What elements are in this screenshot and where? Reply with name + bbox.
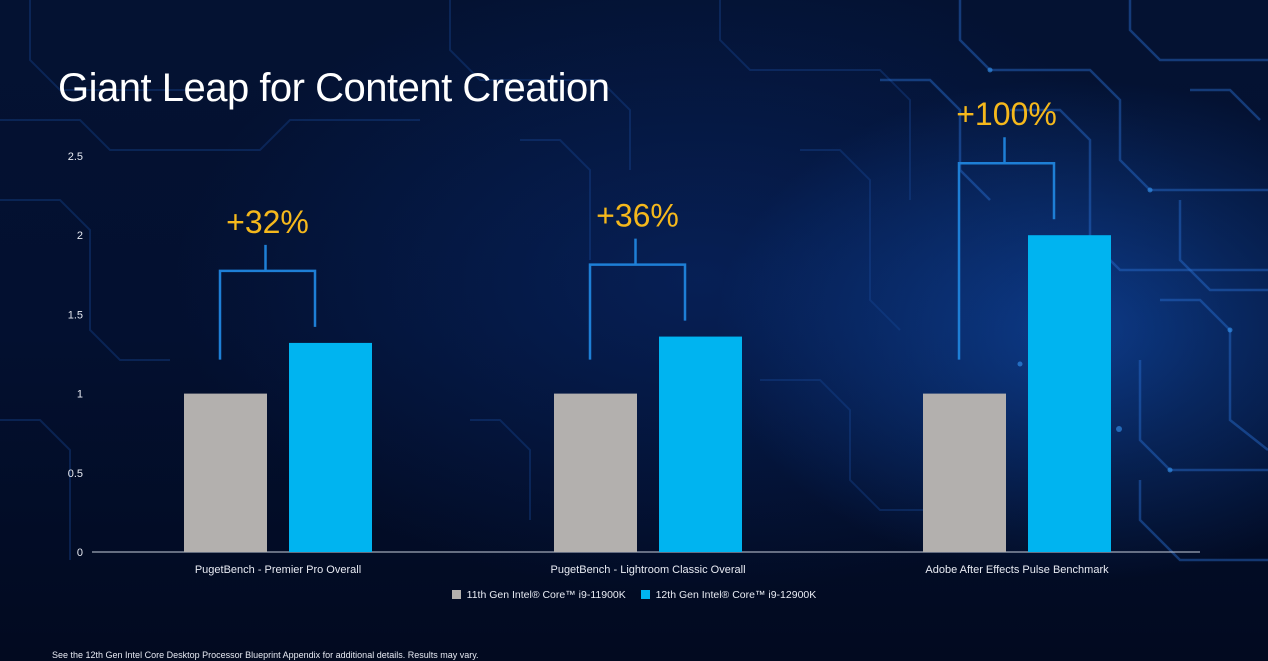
legend-item-11th-gen: 11th Gen Intel® Core™ i9-11900K [451,589,626,602]
x-axis-labels: PugetBench - Premier Pro Overall PugetBen… [195,564,1109,576]
legend-item-12th-gen: 12th Gen Intel® Core™ i9-12900K [640,589,817,602]
legend-label-12th-gen: 12th Gen Intel® Core™ i9-12900K [655,589,817,602]
x-category-label: PugetBench - Premier Pro Overall [195,564,361,576]
comparison-bracket [588,238,687,360]
legend-swatch-11th-gen [451,590,461,600]
y-tick-label: 1.5 [68,309,83,321]
bar-11th-gen [554,393,637,552]
comparison-brackets [218,137,1056,360]
x-category-label: PugetBench - Lightroom Classic Overall [550,564,745,576]
comparison-bracket [957,137,1056,360]
gain-annotation: +100% [956,96,1057,132]
legend-label-11th-gen: 11th Gen Intel® Core™ i9-11900K [466,589,626,602]
bar-12th-gen [289,342,372,552]
y-tick-label: 0.5 [68,468,83,480]
y-axis: 0 0.5 1 1.5 2 2.5 [68,151,83,559]
y-tick-label: 0 [77,547,83,559]
x-category-label: Adobe After Effects Pulse Benchmark [925,564,1109,576]
page-title: Giant Leap for Content Creation [58,66,610,110]
chart-legend: 11th Gen Intel® Core™ i9-11900K 12th Gen… [0,589,1268,601]
gain-annotations: +32% +36% +100% [226,96,1057,240]
bar-11th-gen [923,393,1006,552]
bar-12th-gen [659,336,742,552]
comparison-bracket [218,244,317,360]
y-tick-label: 2.5 [68,151,83,163]
footnote: See the 12th Gen Intel Core Desktop Proc… [52,650,479,660]
bar-11th-gen [184,393,267,552]
bar-12th-gen [1028,235,1111,552]
bars [184,235,1111,552]
y-tick-label: 2 [77,230,83,242]
gain-annotation: +32% [226,204,309,240]
y-tick-label: 1 [77,389,83,401]
legend-swatch-12th-gen [640,590,650,600]
gain-annotation: +36% [596,198,679,234]
